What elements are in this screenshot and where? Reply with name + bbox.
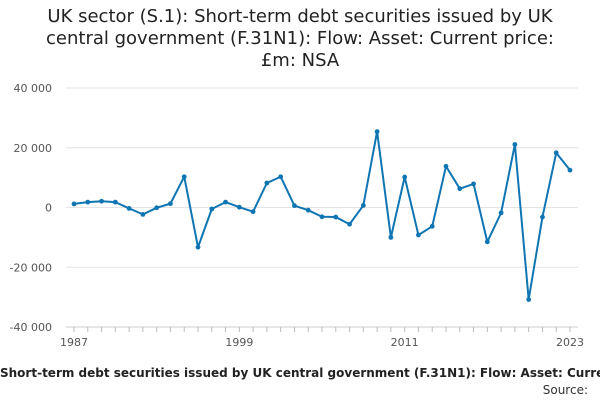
- data-point: [264, 180, 270, 186]
- data-point: [333, 214, 339, 220]
- y-tick-label: 0: [45, 202, 52, 215]
- data-point: [140, 211, 146, 217]
- data-point: [429, 223, 435, 229]
- data-point: [443, 163, 449, 169]
- data-point: [209, 206, 215, 212]
- y-tick-label: 20 000: [14, 142, 53, 155]
- data-point: [278, 174, 284, 180]
- data-point: [416, 232, 421, 238]
- data-point: [347, 221, 352, 227]
- data-point: [126, 205, 132, 211]
- data-point: [319, 214, 325, 220]
- data-point: [71, 201, 77, 207]
- data-point: [402, 174, 408, 180]
- data-point: [250, 209, 256, 215]
- x-tick-label: 2011: [391, 336, 419, 349]
- data-point: [195, 244, 201, 250]
- data-point: [99, 198, 104, 204]
- data-point: [526, 297, 532, 302]
- data-point: [223, 199, 228, 205]
- data-point: [360, 203, 366, 208]
- chart-title-line: £m: NSA: [260, 50, 340, 71]
- x-axis: 1987 1999 2011 2023: [60, 326, 584, 349]
- data-point: [388, 234, 394, 240]
- chart-title-line: UK sector (S.1): Short-term debt securit…: [47, 6, 553, 27]
- source-label: Source:: [542, 383, 588, 397]
- data-point: [553, 150, 559, 156]
- data-point: [181, 174, 187, 180]
- data-point: [471, 181, 476, 187]
- chart-title-line: central government (F.31N1): Flow: Asset…: [46, 28, 554, 49]
- chart-title: UK sector (S.1): Short-term debt securit…: [0, 6, 600, 72]
- data-point: [112, 199, 118, 205]
- data-point: [168, 201, 173, 207]
- data-point: [154, 205, 160, 211]
- data-point: [498, 210, 504, 216]
- data-point: [540, 214, 545, 220]
- data-point: [85, 199, 91, 205]
- data-point: [292, 203, 297, 209]
- data-point: [305, 207, 311, 213]
- data-point: [457, 186, 463, 192]
- data-point: [236, 204, 242, 210]
- y-axis-tick-labels: 40 000 20 000 0 -20 000 -40 000: [10, 82, 52, 334]
- y-tick-label: -20 000: [10, 261, 52, 274]
- x-tick-label: 1999: [225, 336, 253, 349]
- data-point: [512, 142, 518, 147]
- x-tick-label: 1987: [60, 336, 88, 349]
- x-tick-label: 2023: [556, 336, 584, 349]
- data-series: [71, 129, 573, 302]
- data-point: [484, 239, 490, 245]
- series-label: Short-term debt securities issued by UK …: [0, 366, 600, 380]
- data-point: [374, 129, 380, 135]
- y-tick-label: 40 000: [14, 82, 53, 95]
- y-tick-label: -40 000: [10, 321, 52, 334]
- data-point: [567, 167, 573, 173]
